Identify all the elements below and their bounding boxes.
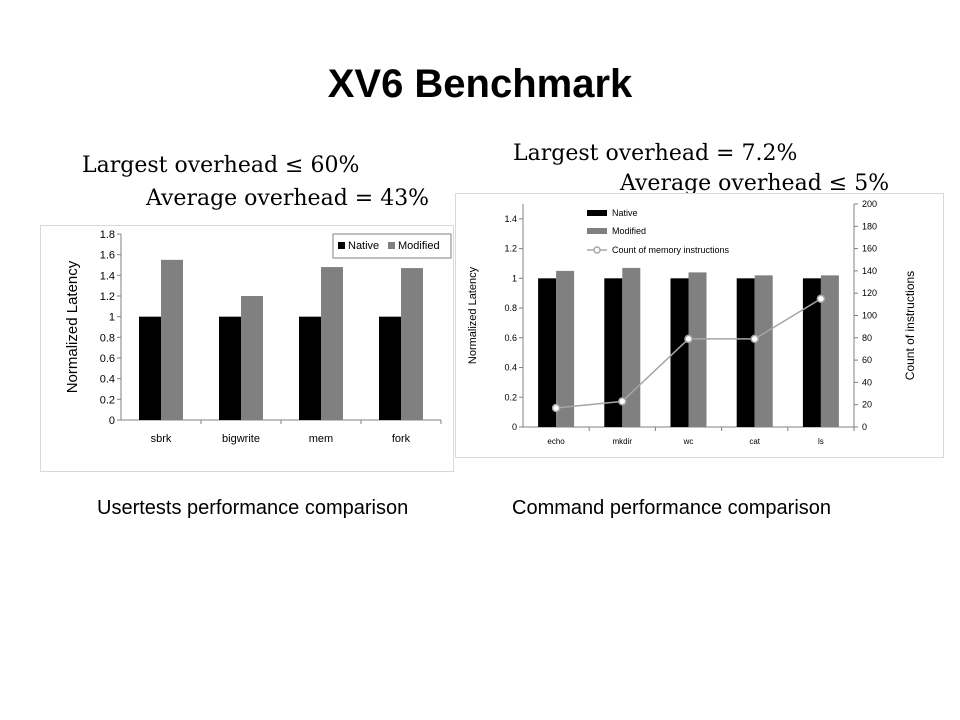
bar-modified [754,275,773,427]
instruction-count-point [684,334,693,344]
y-tick-label: 0 [109,415,115,427]
y-tick-label: 0.2 [100,394,115,406]
bar-native [538,278,557,427]
bar-native [736,278,755,427]
legend-modified-label: Modified [612,226,646,236]
bar-native [604,278,623,427]
bar-modified [622,267,641,427]
y-tick-label: 0.8 [504,303,517,313]
y2-tick-label: 20 [862,400,872,410]
y-axis-title: Normalized Latency [467,266,479,364]
bar-native [802,278,821,427]
instruction-count-point [750,334,759,344]
instruction-count-point [618,397,627,406]
y-tick-label: 0.2 [504,392,517,402]
bar-native [379,316,401,420]
usertests-chart-svg: 0 0.2 0.4 0.6 0.8 1 1.2 1.4 1.6 1.8 Normalized Lat… [64,229,452,445]
y2-tick-label: 100 [862,311,877,321]
x-tick-label: mkdir [613,437,633,446]
bar-modified [321,267,343,420]
y-tick-label: 0.8 [100,332,115,344]
right-average-overhead: Average overhead ≤ 5% [620,171,890,196]
bar-modified [820,275,839,427]
command-caption: Command performance comparison [512,497,832,519]
instruction-count-point [816,294,826,304]
y-axis-title: Normalized Latency [64,260,81,393]
x-tick-label: sbrk [151,433,172,445]
legend-modified-label: Modified [398,240,440,252]
instruction-count-point [551,403,561,413]
legend-line-label: Count of memory instructions [612,245,730,255]
usertests-caption: Usertests performance comparison [97,497,409,519]
legend-modified-swatch [587,228,607,234]
y2-tick-label: 80 [862,333,872,343]
y-tick-label: 1 [109,312,115,324]
y-tick-label: 0.4 [504,363,517,373]
y-tick-label: 1.8 [100,229,115,241]
left-average-overhead: Average overhead = 43% [146,186,430,211]
y-tick-label: 0.6 [504,333,517,343]
legend-line-marker [593,246,601,254]
legend-native-label: Native [612,208,638,218]
y-tick-label: 0.6 [100,353,115,365]
y2-tick-label: 160 [862,244,877,254]
bar-modified [161,259,183,420]
y2-tick-label: 180 [862,221,877,231]
bar-modified [241,296,263,420]
x-tick-label: cat [749,437,760,446]
x-tick-label: bigwrite [222,433,260,445]
right-largest-overhead: Largest overhead = 7.2% [513,141,798,166]
y-tick-label: 1.4 [504,214,517,224]
y2-tick-label: 60 [862,355,872,365]
bar-modified [688,272,707,427]
command-chart: 0 0.2 0.4 0.6 0.8 1 1.2 1.4 0 20 40 60 80 100 120 140 16… [455,193,944,458]
bar-native [219,316,241,420]
bar-native [299,316,321,420]
y-tick-label: 1.6 [100,250,115,262]
x-tick-label: fork [392,433,411,445]
y2-axis-title: Count of instructions [903,271,917,380]
bar-native [670,278,689,427]
left-largest-overhead: Largest overhead ≤ 60% [82,153,360,178]
bar-native [139,316,161,420]
usertests-chart: 0 0.2 0.4 0.6 0.8 1 1.2 1.4 1.6 1.8 Normalized Lat… [40,225,454,472]
slide-title: XV6 Benchmark [327,62,633,106]
x-tick-label: mem [309,433,333,445]
legend-native-swatch [338,242,345,249]
y-tick-label: 1 [512,273,517,283]
legend-native-swatch [587,210,607,216]
x-tick-label: ls [818,437,824,446]
y-tick-label: 1.2 [504,244,517,254]
bar-modified [401,268,423,420]
y2-tick-label: 0 [862,422,867,432]
y-tick-label: 1.4 [100,270,115,282]
y-tick-label: 0 [512,422,517,432]
x-tick-label: wc [683,437,694,446]
y2-tick-label: 120 [862,288,877,298]
legend-modified-swatch [388,242,395,249]
y2-tick-label: 200 [862,199,877,209]
y2-tick-label: 140 [862,266,877,276]
command-chart-svg: 0 0.2 0.4 0.6 0.8 1 1.2 1.4 0 20 40 60 80 100 120 140 16… [467,199,917,446]
bar-modified [556,270,575,427]
y2-tick-label: 40 [862,377,872,387]
y-tick-label: 1.2 [100,291,115,303]
y-tick-label: 0.4 [100,374,115,386]
x-tick-label: echo [547,437,565,446]
legend-native-label: Native [348,240,379,252]
